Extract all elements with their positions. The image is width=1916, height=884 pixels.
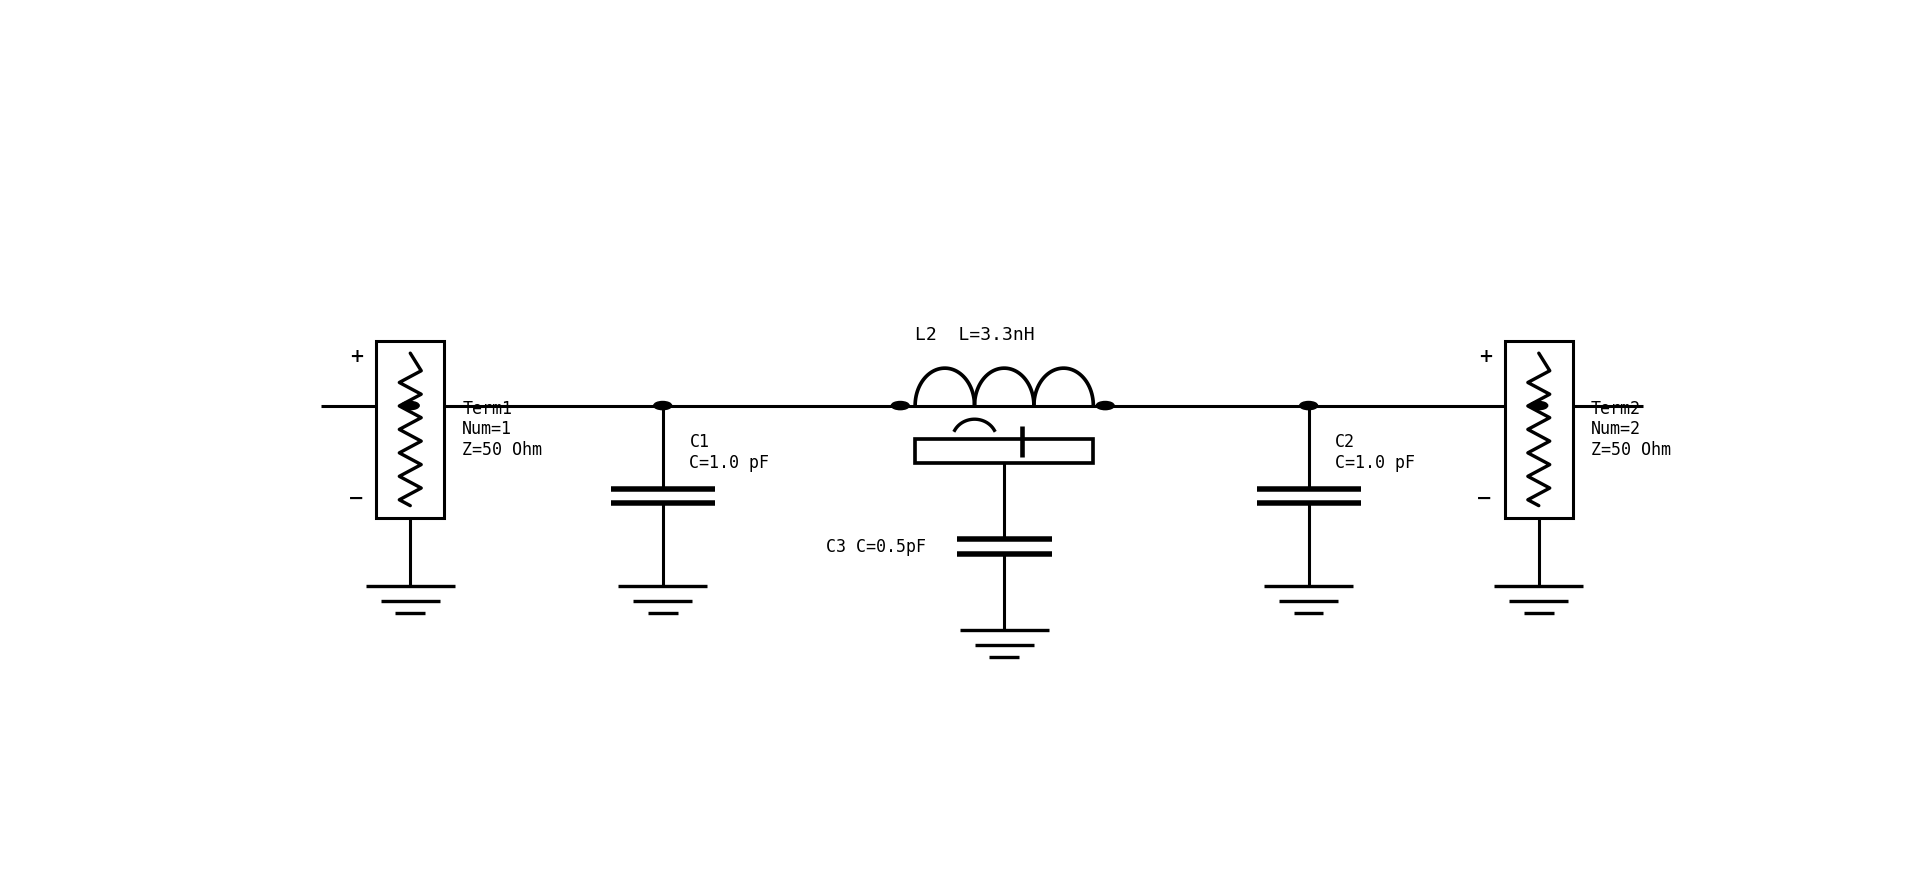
Text: +: + (349, 347, 364, 366)
Circle shape (1096, 401, 1113, 409)
Text: L2  L=3.3nH: L2 L=3.3nH (916, 326, 1035, 344)
Text: C2
C=1.0 pF: C2 C=1.0 pF (1335, 433, 1416, 471)
Text: C1
C=1.0 pF: C1 C=1.0 pF (690, 433, 770, 471)
Text: −: − (1477, 490, 1493, 507)
Circle shape (1299, 401, 1318, 409)
Text: Term1
Num=1
Z=50 Ohm: Term1 Num=1 Z=50 Ohm (462, 400, 542, 459)
Circle shape (1529, 401, 1548, 409)
Text: −: − (349, 490, 364, 507)
Circle shape (653, 401, 673, 409)
Text: +: + (1477, 347, 1493, 366)
Text: C3 C=0.5pF: C3 C=0.5pF (826, 537, 925, 556)
Circle shape (400, 401, 420, 409)
Text: Term2
Num=2
Z=50 Ohm: Term2 Num=2 Z=50 Ohm (1590, 400, 1671, 459)
Bar (376, 341, 445, 518)
Bar (1504, 341, 1573, 518)
Bar (916, 439, 1094, 463)
Circle shape (891, 401, 910, 409)
